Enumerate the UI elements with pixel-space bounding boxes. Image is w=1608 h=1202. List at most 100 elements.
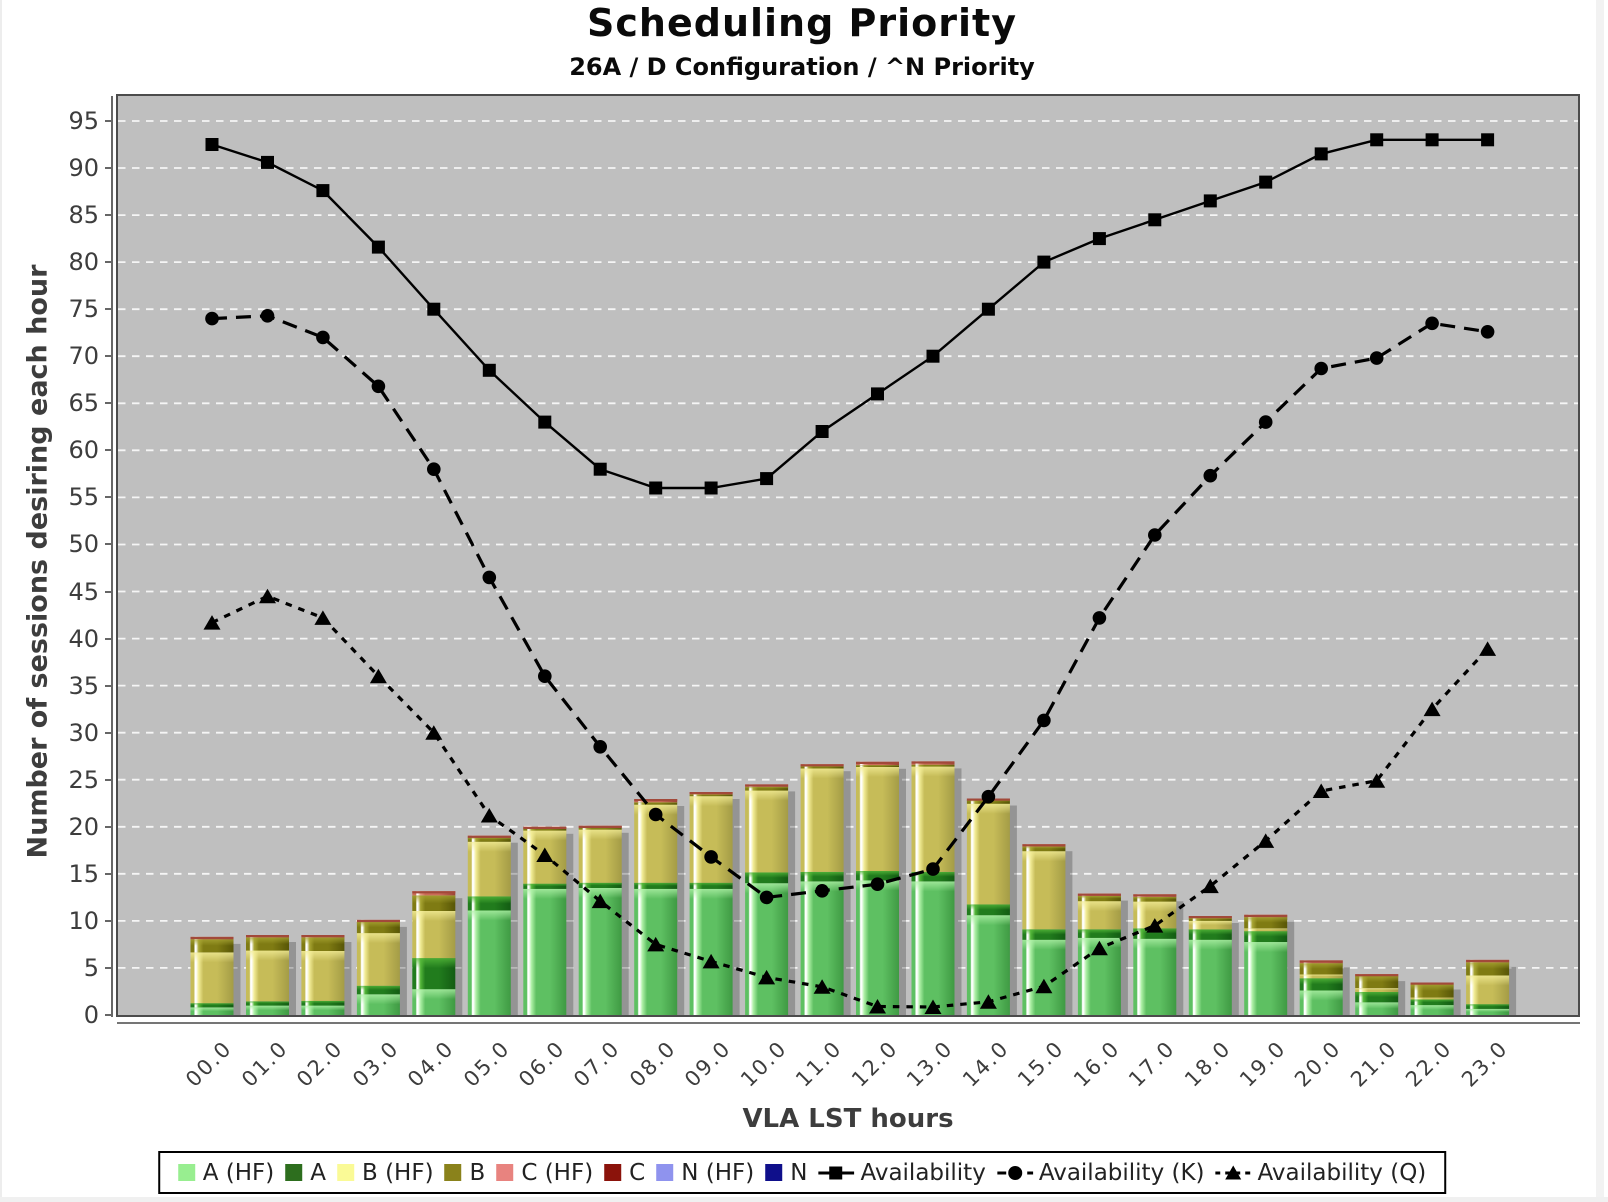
- markers-availability-k: [205, 309, 1495, 905]
- x-tick-label: 21.0: [1345, 1036, 1402, 1092]
- legend-swatch-n: [765, 1164, 783, 1181]
- x-tick-label: 17.0: [1124, 1036, 1180, 1092]
- bar-stack-20.0: [1299, 960, 1343, 1015]
- x-tick-label: 19.0: [1235, 1036, 1291, 1092]
- y-tick-label: 20: [68, 812, 99, 841]
- legend-label: Availability (Q): [1257, 1159, 1427, 1186]
- bar-stack-13.0: [911, 761, 955, 1015]
- window-edge-right: [1596, 0, 1604, 1202]
- bar-stack-15.0: [1022, 844, 1066, 1015]
- legend-swatch-n-hf-: [656, 1164, 674, 1181]
- legend-item: N (HF): [656, 1160, 754, 1186]
- legend: A (HF) A B (HF) B C (HF) C N (HF) N Availability…: [158, 1151, 1446, 1194]
- bar-stack-02.0: [301, 935, 345, 1015]
- y-tick-label: 75: [68, 295, 99, 324]
- legend-item: C: [604, 1160, 645, 1186]
- chart-subtitle: 26A / D Configuration / ^N Priority: [569, 53, 1035, 81]
- x-tick-label: 06.0: [514, 1036, 570, 1092]
- bar-stack-03.0: [356, 919, 400, 1015]
- y-tick-mark: [105, 1014, 111, 1016]
- x-tick-label: 22.0: [1401, 1036, 1458, 1092]
- x-axis-title: VLA LST hours: [742, 1104, 954, 1134]
- legend-swatch-c-hf-: [496, 1164, 514, 1181]
- legend-label: C: [629, 1159, 646, 1186]
- legend-label: N: [790, 1159, 808, 1186]
- bar-stack-07.0: [578, 825, 622, 1015]
- legend-swatch-b-hf-: [336, 1164, 354, 1181]
- line-availability: [211, 138, 1488, 490]
- legend-item: Availability (Q): [1215, 1159, 1427, 1186]
- legend-label: Availability (K): [1038, 1159, 1205, 1186]
- y-tick-label: 50: [68, 530, 99, 559]
- x-tick-label: 13.0: [902, 1036, 958, 1092]
- y-tick-label: 0: [83, 1001, 99, 1029]
- bar-stack-09.0: [689, 792, 733, 1015]
- y-tick-mark: [105, 966, 111, 969]
- y-tick-label: 90: [68, 154, 99, 182]
- x-tick-label: 01.0: [236, 1036, 293, 1092]
- bar-stack-06.0: [523, 826, 567, 1015]
- legend-label: C (HF): [521, 1159, 594, 1186]
- y-tick-label: 95: [68, 106, 99, 135]
- bar-stack-21.0: [1355, 974, 1399, 1015]
- y-tick-label: 45: [68, 577, 99, 606]
- x-axis-line: [117, 1022, 1580, 1024]
- bar-stack-22.0: [1410, 982, 1454, 1015]
- x-tick-label: 09.0: [680, 1036, 737, 1092]
- legend-item: A: [285, 1160, 326, 1186]
- x-tick-label: 14.0: [957, 1036, 1014, 1092]
- y-tick-mark: [105, 167, 111, 169]
- bar-stack-17.0: [1133, 894, 1177, 1015]
- legend-marker-circle-icon: [996, 1165, 1033, 1180]
- y-tick-mark: [105, 402, 111, 405]
- x-tick-label: 05.0: [458, 1036, 515, 1092]
- bar-stack-18.0: [1188, 916, 1232, 1015]
- x-tick-label: 18.0: [1179, 1036, 1236, 1092]
- plot-area: [116, 94, 1580, 1017]
- legend-swatch-a: [285, 1164, 303, 1181]
- window-edge-left: [0, 0, 2, 1202]
- y-tick-mark: [105, 778, 111, 781]
- legend-swatch-c: [604, 1164, 622, 1181]
- y-tick-label: 55: [68, 483, 99, 512]
- legend-swatch-b: [444, 1164, 462, 1181]
- bar-stack-14.0: [966, 798, 1010, 1015]
- y-tick-label: 65: [68, 389, 99, 418]
- bar-stack-01.0: [246, 935, 289, 1015]
- x-tick-label: 23.0: [1456, 1036, 1513, 1092]
- window-edge-bottom: [0, 1197, 1608, 1202]
- y-tick-label: 30: [68, 718, 99, 747]
- y-tick-label: 15: [68, 859, 99, 888]
- y-tick-mark: [105, 731, 111, 734]
- line-availability-k: [211, 314, 1488, 900]
- legend-label: Availability: [860, 1159, 986, 1186]
- y-tick-mark: [105, 872, 111, 875]
- x-tick-label: 16.0: [1068, 1036, 1125, 1092]
- x-tick-label: 00.0: [181, 1036, 237, 1092]
- markers-availability-q: [203, 588, 1497, 1014]
- y-tick-mark: [105, 355, 111, 358]
- legend-item: B (HF): [336, 1160, 434, 1186]
- y-tick-mark: [105, 261, 111, 264]
- x-tick-label: 12.0: [846, 1036, 903, 1092]
- y-tick-label: 25: [68, 765, 99, 794]
- bar-stack-19.0: [1244, 914, 1288, 1015]
- line-availability-q: [211, 594, 1489, 1009]
- y-tick-label: 5: [83, 953, 99, 982]
- y-tick-mark: [105, 590, 111, 593]
- y-tick-label: 35: [68, 671, 99, 700]
- y-tick-mark: [105, 637, 111, 640]
- legend-label: A (HF): [202, 1159, 275, 1186]
- x-tick-label: 07.0: [569, 1036, 626, 1092]
- legend-item: N: [765, 1160, 807, 1186]
- y-tick-label: 60: [68, 436, 99, 465]
- x-tick-label: 04.0: [403, 1036, 459, 1092]
- chart-title: Scheduling Priority: [587, 1, 1017, 45]
- y-tick-mark: [105, 308, 111, 311]
- legend-label: A: [310, 1159, 326, 1186]
- legend-item: A (HF): [177, 1159, 275, 1186]
- y-tick-mark: [105, 119, 111, 122]
- legend-item: Availability: [818, 1159, 986, 1186]
- y-tick-label: 10: [68, 906, 99, 935]
